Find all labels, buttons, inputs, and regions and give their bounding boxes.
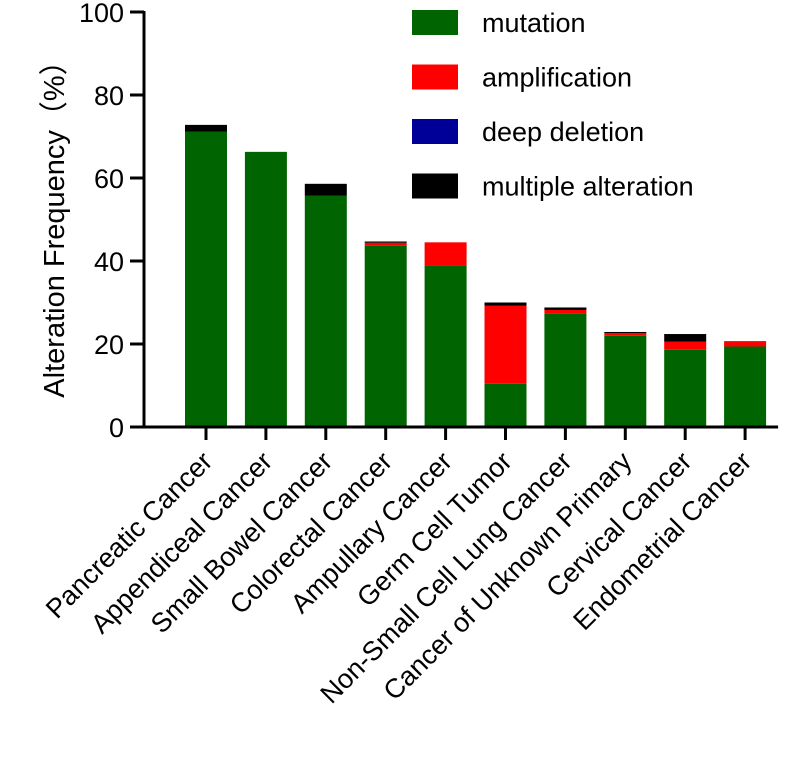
y-axis-label: Alteration Frequency（%） (39, 46, 71, 397)
bar-amplification-10 (724, 341, 767, 347)
legend-swatch-amplification (412, 64, 458, 90)
bar-multiple-alteration-4 (364, 241, 407, 243)
bar-multiple-alteration-7 (544, 307, 587, 310)
y-tick-label: 0 (109, 413, 124, 443)
bar-mutation-8 (604, 335, 647, 427)
bar-amplification-6 (484, 305, 527, 384)
bar-mutation-10 (724, 346, 767, 427)
bar-mutation-6 (484, 383, 527, 427)
bar-amplification-9 (664, 341, 707, 350)
bar-amplification-5 (424, 242, 467, 266)
legend-swatch-multiple-alteration (412, 173, 458, 199)
bar-mutation-5 (424, 265, 467, 427)
bar-mutation-1 (185, 131, 227, 427)
bar-amplification-7 (544, 309, 587, 314)
bar-mutation-3 (304, 195, 347, 427)
bar-mutation-7 (544, 313, 587, 427)
legend-label-amplification: amplification (482, 63, 632, 93)
bar-mutation-4 (364, 245, 407, 427)
bar-mutation-9 (664, 349, 707, 427)
bar-multiple-alteration-9 (664, 334, 707, 342)
bar-mutation-2 (244, 151, 287, 428)
y-tick-label: 100 (79, 0, 124, 28)
legend-swatch-deep-deletion (412, 119, 458, 144)
legend-swatch-mutation (412, 10, 458, 35)
bar-amplification-4 (364, 242, 407, 246)
y-tick-label: 40 (94, 247, 124, 277)
y-tick-label: 80 (94, 81, 124, 111)
bar-multiple-alteration-1 (185, 124, 227, 132)
bar-multiple-alteration-6 (484, 302, 527, 306)
y-tick-label: 20 (94, 330, 124, 360)
bar-multiple-alteration-3 (304, 183, 347, 196)
legend-label-mutation: mutation (482, 8, 586, 38)
bar-amplification-8 (604, 333, 647, 336)
bars-group (185, 124, 767, 428)
bar-multiple-alteration-8 (604, 331, 647, 334)
legend-label-deep-deletion: deep deletion (482, 117, 644, 147)
legend: mutation amplification deep deletion multip… (412, 8, 694, 202)
y-tick-label: 60 (94, 164, 124, 194)
legend-label-multiple-alteration: multiple alteration (482, 172, 694, 202)
